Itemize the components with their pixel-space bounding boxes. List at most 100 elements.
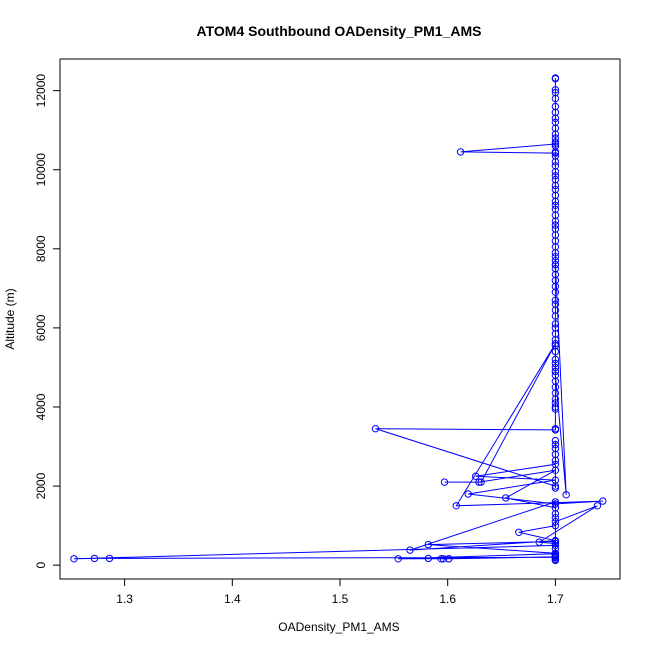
data-point <box>551 484 560 492</box>
data-point <box>551 231 560 239</box>
data-point <box>551 185 560 194</box>
y-axis: 0 2000 4000 6000 8000 10000 12000 <box>34 74 60 569</box>
data-point <box>445 555 453 563</box>
data-point <box>551 539 560 548</box>
data-point <box>551 130 560 138</box>
data-point <box>593 502 602 510</box>
data-point <box>394 555 402 563</box>
data-point <box>551 466 560 474</box>
data-point <box>551 440 560 449</box>
data-point <box>551 260 560 269</box>
data-point <box>551 181 560 190</box>
data-point <box>551 140 560 148</box>
data-point <box>551 142 560 150</box>
data-point <box>551 134 560 142</box>
data-point <box>551 510 560 518</box>
data-point <box>371 425 380 433</box>
data-point <box>406 546 414 554</box>
chart-title: ATOM4 Southbound OADensity_PM1_AMS <box>197 23 482 39</box>
data-point <box>502 494 510 502</box>
x-tick-label: 1.4 <box>224 592 241 606</box>
data-point <box>551 114 560 123</box>
data-point <box>551 102 560 111</box>
data-point <box>551 221 560 229</box>
data-point <box>551 288 560 296</box>
data-point <box>551 168 560 176</box>
y-tick-label: 4000 <box>34 393 48 420</box>
data-point <box>551 197 560 206</box>
data-point <box>551 249 560 257</box>
data-point <box>551 205 560 214</box>
data-point <box>551 108 560 117</box>
data-point <box>551 201 560 210</box>
data-point <box>551 405 560 413</box>
data-point <box>599 497 607 505</box>
data-point <box>551 537 560 546</box>
data-point <box>475 478 483 486</box>
data-point <box>551 476 560 484</box>
data-point <box>551 456 560 465</box>
data-point <box>551 138 560 146</box>
data-point <box>464 490 472 498</box>
data-point <box>551 363 560 372</box>
data-point <box>551 521 560 530</box>
y-tick-label: 6000 <box>34 314 48 341</box>
data-point <box>551 88 560 97</box>
data-point <box>105 554 114 563</box>
data-point <box>437 555 445 563</box>
data-point <box>551 518 560 526</box>
data-point <box>551 75 560 83</box>
data-point <box>551 367 560 376</box>
data-point <box>551 94 560 103</box>
data-point <box>551 359 560 368</box>
data-point <box>551 320 560 328</box>
data-point <box>551 312 560 320</box>
plot-area <box>70 74 607 565</box>
data-point <box>90 554 99 563</box>
data-point <box>551 175 560 184</box>
data-point <box>551 172 560 180</box>
data-point <box>551 500 560 508</box>
y-tick-label: 10000 <box>34 153 48 187</box>
x-axis: 1.3 1.4 1.5 1.6 1.7 <box>116 579 564 606</box>
data-point <box>440 478 449 486</box>
data-point <box>424 540 432 549</box>
data-point <box>562 491 570 499</box>
data-point <box>551 514 560 522</box>
data-point <box>551 395 560 403</box>
data-point <box>551 118 560 127</box>
data-point <box>456 148 465 156</box>
data-point <box>70 555 78 563</box>
data-point <box>551 296 560 304</box>
data-point <box>551 158 560 166</box>
data-point <box>551 541 560 550</box>
y-tick-label: 12000 <box>34 74 48 108</box>
series-line <box>73 78 603 561</box>
data-point <box>551 355 560 364</box>
data-point <box>551 551 560 559</box>
data-point <box>477 478 485 486</box>
data-point <box>551 347 560 356</box>
x-tick-label: 1.6 <box>439 592 456 606</box>
x-tick-label: 1.5 <box>332 592 349 606</box>
x-axis-label: OADensity_PM1_AMS <box>278 620 399 634</box>
data-point <box>551 149 560 157</box>
data-point <box>472 472 480 480</box>
data-point <box>452 502 460 510</box>
data-point <box>551 257 560 265</box>
y-tick-label: 8000 <box>34 235 48 262</box>
x-tick-label: 1.3 <box>116 592 133 606</box>
data-point <box>551 217 560 225</box>
data-point <box>551 340 560 348</box>
y-tick-label: 2000 <box>34 472 48 499</box>
data-point <box>551 403 560 411</box>
data-point <box>551 498 560 506</box>
data-point <box>551 253 560 261</box>
data-point <box>551 162 560 170</box>
data-point <box>551 436 560 445</box>
data-point <box>535 538 543 546</box>
y-axis-label: Altitude (m) <box>3 288 17 349</box>
data-point <box>515 528 523 536</box>
data-point <box>551 86 560 94</box>
data-point <box>439 555 448 563</box>
